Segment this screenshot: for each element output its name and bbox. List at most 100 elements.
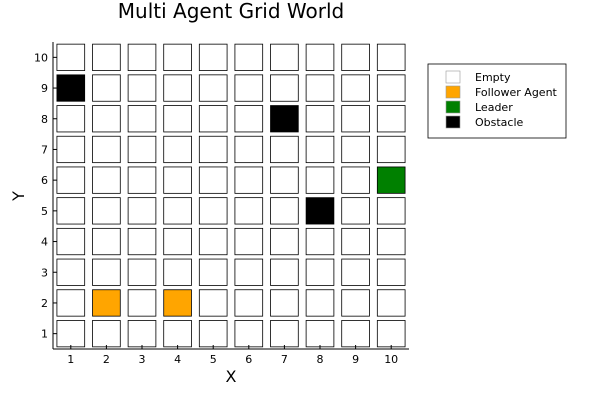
grid-cell-empty bbox=[92, 320, 121, 348]
y-ticks: 1 2 3 4 5 6 7 8 9 10 bbox=[34, 51, 57, 341]
grid-cell-empty bbox=[270, 74, 299, 102]
y-axis-title: Y bbox=[9, 191, 28, 202]
grid-cell-empty bbox=[163, 105, 192, 133]
y-tick-label: 10 bbox=[34, 51, 48, 64]
grid-cell-leader bbox=[376, 166, 406, 194]
grid-cell-empty bbox=[234, 74, 264, 102]
grid-cell-empty bbox=[234, 227, 264, 256]
grid-cell-empty bbox=[56, 289, 86, 317]
grid-cell-empty bbox=[341, 105, 370, 133]
grid-cell-empty bbox=[270, 43, 299, 71]
grid-cell-empty bbox=[127, 289, 157, 317]
grid-cell-obstacle bbox=[305, 197, 335, 225]
grid-cell-empty bbox=[198, 166, 228, 194]
grid-cell-empty bbox=[305, 74, 335, 102]
x-tick-label: 5 bbox=[210, 353, 217, 366]
grid-cell-empty bbox=[305, 227, 335, 256]
grid-cell-empty bbox=[305, 320, 335, 348]
grid-cell-empty bbox=[234, 258, 264, 286]
chart-title: Multi Agent Grid World bbox=[118, 0, 344, 23]
grid-cell-empty bbox=[305, 105, 335, 133]
grid-cell-empty bbox=[305, 43, 335, 71]
grid-cell-empty bbox=[270, 166, 299, 194]
grid-cell-empty bbox=[305, 289, 335, 317]
x-tick-label: 9 bbox=[352, 353, 359, 366]
x-tick-label: 10 bbox=[384, 353, 398, 366]
grid-cell-empty bbox=[127, 43, 157, 71]
grid-cell-empty bbox=[163, 135, 192, 164]
grid-cell-empty bbox=[56, 105, 86, 133]
grid-cell-empty bbox=[341, 289, 370, 317]
grid-cell-empty bbox=[127, 105, 157, 133]
y-tick-label: 5 bbox=[41, 205, 48, 218]
legend-swatch-obstacle bbox=[445, 115, 461, 129]
grid-cell-empty bbox=[56, 166, 86, 194]
grid-cell-empty bbox=[270, 320, 299, 348]
grid-cell-obstacle bbox=[56, 74, 86, 102]
grid-cell-empty bbox=[376, 320, 406, 348]
grid-cell-empty bbox=[127, 227, 157, 256]
grid-cell-empty bbox=[198, 135, 228, 164]
grid-cell-empty bbox=[56, 197, 86, 225]
grid-cell-empty bbox=[127, 258, 157, 286]
grid-cell-empty bbox=[92, 258, 121, 286]
y-tick-label: 2 bbox=[41, 297, 48, 310]
x-ticks: 1 2 3 4 5 6 7 8 9 10 bbox=[67, 345, 398, 366]
grid-cell-empty bbox=[341, 166, 370, 194]
grid-cell-empty bbox=[127, 74, 157, 102]
grid-cell-empty bbox=[163, 43, 192, 71]
grid-cell-empty bbox=[341, 227, 370, 256]
grid-cell-empty bbox=[198, 74, 228, 102]
y-tick-label: 7 bbox=[41, 143, 48, 156]
grid-cell-obstacle bbox=[270, 105, 299, 133]
grid-cell-empty bbox=[234, 166, 264, 194]
x-tick-label: 8 bbox=[317, 353, 324, 366]
grid-cell-empty bbox=[163, 74, 192, 102]
grid-cell-empty bbox=[92, 43, 121, 71]
legend-label-obstacle: Obstacle bbox=[475, 116, 524, 129]
grid-cell-empty bbox=[376, 135, 406, 164]
grid-cell-empty bbox=[127, 320, 157, 348]
grid-cell-empty bbox=[198, 227, 228, 256]
grid-cell-empty bbox=[127, 135, 157, 164]
legend: Empty Follower Agent Leader Obstacle bbox=[427, 63, 567, 139]
grid-cell-empty bbox=[234, 135, 264, 164]
grid-cell-empty bbox=[341, 135, 370, 164]
grid-cell-empty bbox=[376, 258, 406, 286]
grid-cell-follower bbox=[92, 289, 121, 317]
grid-cell-empty bbox=[305, 258, 335, 286]
legend-label-empty: Empty bbox=[475, 71, 511, 84]
grid-cell-empty bbox=[341, 74, 370, 102]
grid-cell-empty bbox=[270, 135, 299, 164]
y-tick-label: 8 bbox=[41, 113, 48, 126]
x-tick-label: 3 bbox=[139, 353, 146, 366]
grid-cell-empty bbox=[127, 197, 157, 225]
grid-cell-empty bbox=[163, 227, 192, 256]
legend-swatch-leader bbox=[445, 100, 461, 114]
legend-swatch-empty bbox=[445, 70, 461, 84]
grid-cell-empty bbox=[92, 135, 121, 164]
grid-cell-empty bbox=[234, 320, 264, 348]
grid-cell-empty bbox=[127, 166, 157, 194]
grid-cell-empty bbox=[270, 289, 299, 317]
grid-cell-empty bbox=[56, 227, 86, 256]
grid-cell-empty bbox=[376, 227, 406, 256]
grid-cell-empty bbox=[92, 105, 121, 133]
grid-cell-empty bbox=[376, 289, 406, 317]
grid-cell-empty bbox=[234, 289, 264, 317]
x-axis-title: X bbox=[226, 367, 237, 386]
grid-cell-empty bbox=[376, 43, 406, 71]
x-tick-label: 2 bbox=[103, 353, 110, 366]
grid-cell-empty bbox=[198, 43, 228, 71]
grid-cell-empty bbox=[56, 320, 86, 348]
grid-cell-empty bbox=[92, 227, 121, 256]
legend-swatch-follower bbox=[445, 85, 461, 99]
x-tick-label: 4 bbox=[174, 353, 181, 366]
grid-cell-empty bbox=[56, 43, 86, 71]
grid-cell-empty bbox=[270, 227, 299, 256]
grid-cell-empty bbox=[163, 197, 192, 225]
grid-cell-empty bbox=[341, 197, 370, 225]
grid-cells bbox=[56, 43, 406, 348]
grid-cell-empty bbox=[234, 105, 264, 133]
